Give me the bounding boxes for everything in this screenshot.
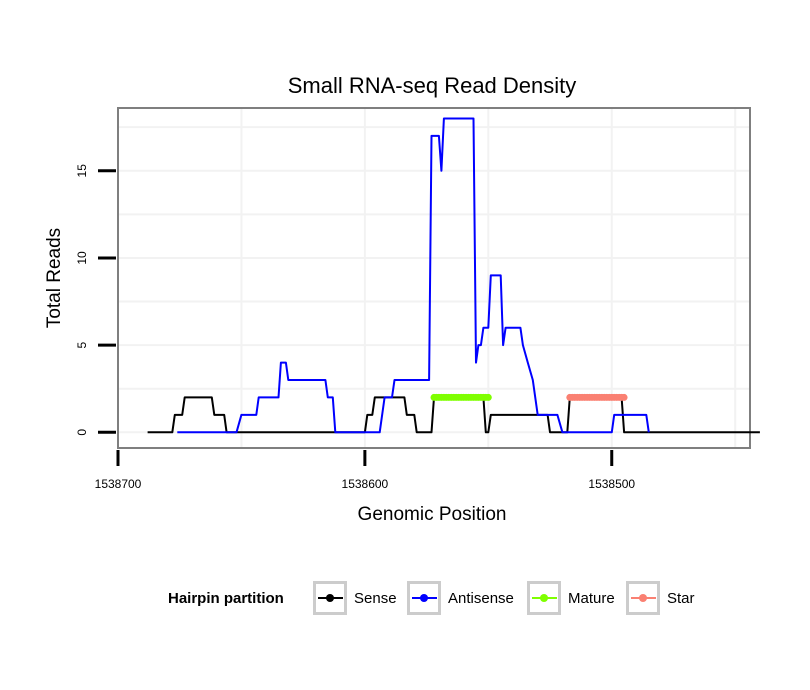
legend-item-antisense: Antisense [407, 581, 514, 615]
y-axis-title: Total Reads [44, 228, 65, 328]
legend-title: Hairpin partition [168, 590, 284, 607]
legend-label: Star [667, 590, 695, 607]
legend-item-mature: Mature [527, 581, 615, 615]
legend-items: Sense Antisense Mature Star [313, 581, 695, 615]
series-layer [147, 117, 760, 434]
legend-label: Mature [568, 590, 615, 607]
legend-label: Sense [354, 590, 397, 607]
data-point-mature [430, 393, 438, 401]
x-tick-label: 1538600 [342, 477, 389, 491]
series-points-star [566, 393, 628, 401]
chart-title: Small RNA-seq Read Density [288, 73, 577, 98]
data-point-star [566, 393, 574, 401]
legend: Hairpin partition Sense Antisense Mature St… [168, 581, 695, 615]
legend-key-point [326, 594, 334, 602]
legend-key-point [420, 594, 428, 602]
y-tick-label: 15 [75, 164, 89, 178]
y-tick-label: 10 [75, 251, 89, 265]
series-points-mature [430, 393, 492, 401]
legend-label: Antisense [448, 590, 514, 607]
legend-key-point [540, 594, 548, 602]
x-tick-label: 1538500 [588, 477, 635, 491]
legend-item-sense: Sense [313, 581, 397, 615]
legend-key-point [639, 594, 647, 602]
legend-item-star: Star [626, 581, 695, 615]
axis-layer: 1538700 1538600 1538500 0 5 10 15 [75, 164, 635, 491]
x-tick-label: 1538700 [95, 477, 142, 491]
y-tick-label: 5 [75, 341, 89, 348]
series-line-antisense [177, 117, 650, 434]
y-tick-label: 0 [75, 429, 89, 436]
x-axis-title: Genomic Position [358, 504, 507, 525]
plot-panel [117, 107, 751, 449]
series-line-sense [147, 396, 760, 434]
